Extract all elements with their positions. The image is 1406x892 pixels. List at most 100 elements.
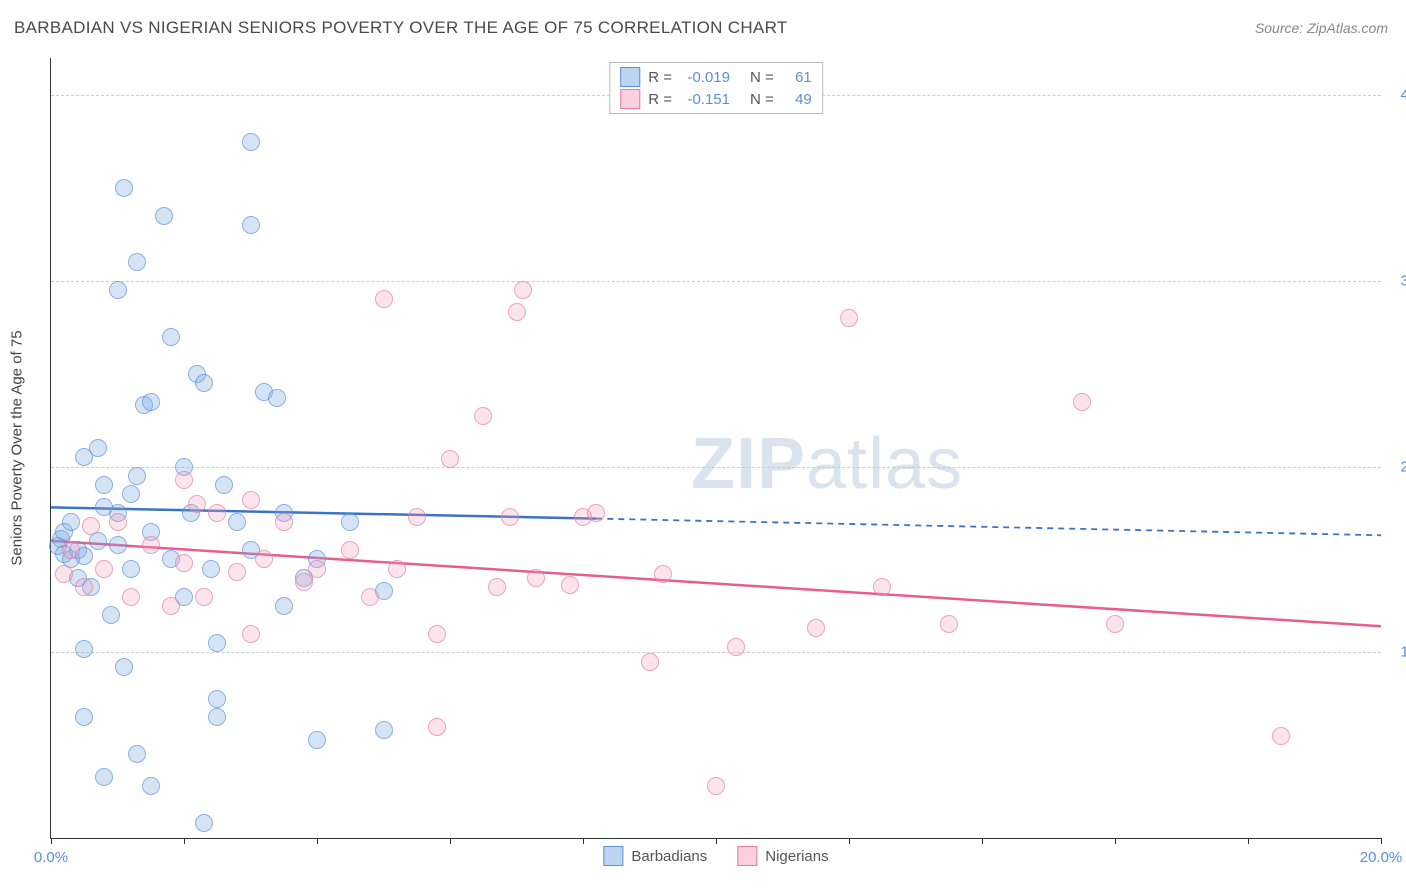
scatter-point-pink [255, 550, 273, 568]
scatter-point-pink [807, 619, 825, 637]
x-tick [849, 838, 850, 844]
chart-title: BARBADIAN VS NIGERIAN SENIORS POVERTY OV… [14, 18, 788, 38]
scatter-point-blue [162, 328, 180, 346]
legend-series-item: Barbadians [603, 846, 707, 866]
x-tick [51, 838, 52, 844]
legend-series-label: Nigerians [765, 848, 828, 865]
scatter-point-pink [175, 471, 193, 489]
legend-swatch-blue [620, 67, 640, 87]
watermark: ZIPatlas [691, 423, 963, 505]
x-tick [184, 838, 185, 844]
legend-n-value: 49 [782, 91, 812, 108]
legend-r-value: -0.151 [680, 91, 730, 108]
scatter-point-pink [242, 625, 260, 643]
scatter-point-pink [561, 576, 579, 594]
scatter-point-blue [195, 374, 213, 392]
scatter-point-pink [641, 653, 659, 671]
legend-r-value: -0.019 [680, 69, 730, 86]
scatter-point-blue [115, 658, 133, 676]
scatter-point-blue [62, 513, 80, 531]
scatter-point-pink [508, 303, 526, 321]
gridline [51, 467, 1381, 468]
scatter-point-blue [115, 179, 133, 197]
y-tick-label: 30.0% [1400, 272, 1406, 289]
scatter-point-pink [175, 554, 193, 572]
x-tick [1381, 838, 1382, 844]
scatter-point-blue [109, 281, 127, 299]
scatter-point-pink [428, 718, 446, 736]
scatter-point-pink [873, 578, 891, 596]
scatter-point-blue [242, 216, 260, 234]
plot-area: Seniors Poverty Over the Age of 75 ZIPat… [50, 58, 1381, 839]
scatter-point-pink [228, 563, 246, 581]
scatter-point-pink [514, 281, 532, 299]
scatter-point-blue [75, 640, 93, 658]
scatter-point-blue [95, 476, 113, 494]
scatter-point-blue [128, 467, 146, 485]
x-tick [317, 838, 318, 844]
gridline [51, 652, 1381, 653]
scatter-point-pink [195, 588, 213, 606]
scatter-point-blue [341, 513, 359, 531]
legend-r-label: R = [648, 69, 672, 86]
scatter-point-blue [89, 439, 107, 457]
scatter-point-pink [707, 777, 725, 795]
scatter-point-pink [441, 450, 459, 468]
scatter-point-blue [208, 690, 226, 708]
legend-series-item: Nigerians [737, 846, 828, 866]
scatter-point-pink [55, 565, 73, 583]
scatter-point-blue [268, 389, 286, 407]
scatter-point-pink [375, 290, 393, 308]
scatter-point-blue [308, 731, 326, 749]
legend-n-label: N = [750, 69, 774, 86]
scatter-point-pink [727, 638, 745, 656]
scatter-point-pink [109, 513, 127, 531]
scatter-point-blue [202, 560, 220, 578]
scatter-point-pink [142, 536, 160, 554]
scatter-point-blue [195, 814, 213, 832]
scatter-point-pink [474, 407, 492, 425]
scatter-point-pink [1073, 393, 1091, 411]
scatter-point-blue [155, 207, 173, 225]
x-tick-label: 20.0% [1360, 849, 1403, 866]
scatter-point-blue [102, 606, 120, 624]
scatter-point-blue [109, 536, 127, 554]
scatter-point-pink [940, 615, 958, 633]
y-tick-label: 40.0% [1400, 87, 1406, 104]
correlation-legend: R = -0.019 N = 61 R = -0.151 N = 49 [609, 62, 823, 114]
scatter-point-blue [208, 708, 226, 726]
scatter-point-blue [128, 745, 146, 763]
y-axis-label: Seniors Poverty Over the Age of 75 [9, 330, 26, 565]
scatter-point-pink [488, 578, 506, 596]
legend-swatch-pink [620, 89, 640, 109]
series-legend: Barbadians Nigerians [603, 846, 828, 866]
scatter-point-blue [142, 393, 160, 411]
scatter-point-pink [428, 625, 446, 643]
scatter-point-blue [142, 777, 160, 795]
scatter-point-pink [162, 597, 180, 615]
scatter-point-blue [122, 560, 140, 578]
scatter-point-pink [587, 504, 605, 522]
x-tick [1248, 838, 1249, 844]
watermark-zip: ZIP [691, 424, 806, 504]
y-tick-label: 20.0% [1400, 458, 1406, 475]
x-tick-label: 0.0% [34, 849, 68, 866]
legend-r-label: R = [648, 91, 672, 108]
scatter-point-pink [1272, 727, 1290, 745]
scatter-point-blue [242, 133, 260, 151]
chart-container: BARBADIAN VS NIGERIAN SENIORS POVERTY OV… [0, 0, 1406, 892]
legend-n-label: N = [750, 91, 774, 108]
regression-line-dashed [596, 519, 1381, 536]
scatter-point-pink [501, 508, 519, 526]
scatter-point-blue [228, 513, 246, 531]
legend-n-value: 61 [782, 69, 812, 86]
legend-correlation-row: R = -0.151 N = 49 [620, 88, 812, 110]
scatter-point-pink [95, 560, 113, 578]
scatter-point-pink [361, 588, 379, 606]
legend-swatch-blue [603, 846, 623, 866]
scatter-point-pink [408, 508, 426, 526]
scatter-point-pink [840, 309, 858, 327]
scatter-point-pink [388, 560, 406, 578]
scatter-point-pink [188, 495, 206, 513]
regression-lines-layer [51, 58, 1381, 838]
